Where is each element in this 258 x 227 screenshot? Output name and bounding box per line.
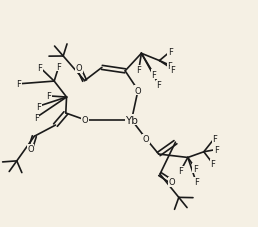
Text: F: F bbox=[136, 66, 141, 75]
Text: Yb: Yb bbox=[125, 115, 138, 125]
Text: F: F bbox=[193, 164, 198, 173]
Text: F: F bbox=[47, 92, 51, 101]
Text: F: F bbox=[17, 80, 21, 89]
Text: F: F bbox=[194, 178, 198, 187]
Text: F: F bbox=[38, 64, 42, 73]
Text: F: F bbox=[211, 159, 215, 168]
Text: F: F bbox=[212, 134, 217, 143]
Text: F: F bbox=[36, 102, 41, 111]
Text: F: F bbox=[168, 48, 173, 57]
Text: O: O bbox=[143, 135, 149, 144]
Text: F: F bbox=[167, 61, 172, 70]
Text: O: O bbox=[82, 116, 88, 125]
Text: O: O bbox=[27, 144, 34, 153]
Text: F: F bbox=[34, 114, 38, 123]
Text: F: F bbox=[178, 166, 183, 175]
Text: F: F bbox=[171, 65, 175, 74]
Text: O: O bbox=[168, 178, 175, 187]
Text: F: F bbox=[214, 145, 219, 154]
Text: O: O bbox=[135, 86, 141, 95]
Text: F: F bbox=[152, 70, 156, 79]
Text: O: O bbox=[75, 64, 82, 73]
Text: F: F bbox=[156, 81, 161, 90]
Text: F: F bbox=[57, 62, 61, 72]
